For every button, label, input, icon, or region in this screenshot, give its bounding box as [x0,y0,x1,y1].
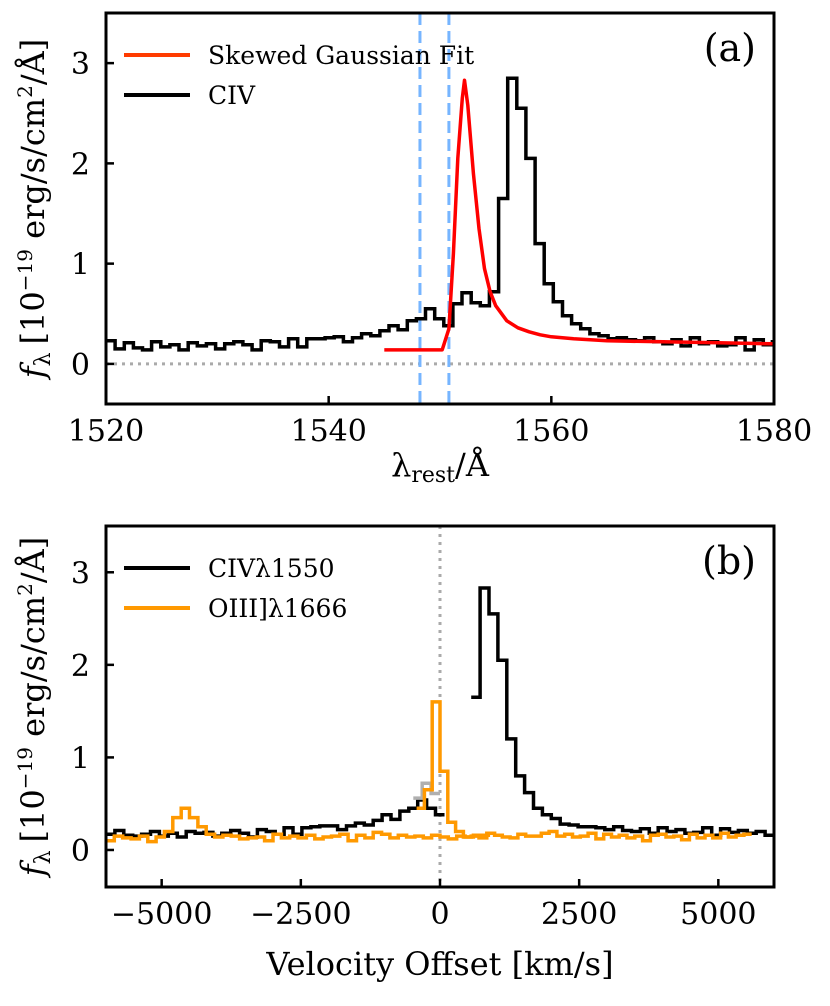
panel-b: −5000 −2500 0 2500 5000 0 1 2 3 Velocity Offset [… [13,524,776,983]
x-tick-label: 1520 [68,414,144,449]
panel-label: (b) [702,539,756,583]
x-tick-label: 5000 [680,897,756,932]
x-tick-label: 2500 [541,897,617,932]
x-tick-label: 0 [430,897,449,932]
legend-label-0: Skewed Gaussian Fit [208,41,474,70]
plot-area [106,526,774,887]
panel-a: 1520 1540 1560 1580 0 1 2 3 λrest/Å fλ[10−19 erg/… [13,11,812,488]
y-tick-label: 3 [71,47,90,82]
y-tick-label: 0 [71,834,90,869]
legend-label-0: CIVλ1550 [208,554,335,583]
series-oiii-1666-step-0 [106,806,491,844]
plot-area [106,13,774,404]
y-tick-label: 2 [71,649,90,684]
axes-frame [104,11,776,406]
y-tick-label: 3 [71,556,90,591]
series-civ-gap--step-0 [413,781,440,800]
y-tick-label: 1 [71,741,90,776]
series-civ-1550-step-0 [106,798,445,839]
series-oiii-1666-core--step-0 [416,700,752,843]
x-axis-label: Velocity Offset [km/s] [265,945,613,983]
y-tick-label: 0 [71,348,90,383]
series-civ-step-0 [106,76,774,352]
y-tick-label: 2 [71,147,90,182]
x-axis-label: λrest/Å [391,446,490,488]
series-skewed-gaussian-fit-line [384,78,774,352]
x-tick-label: 1540 [290,414,366,449]
y-axis-label: fλ[10−19 erg/s/cm2/Å] [13,39,56,380]
series-civ-1550-step-1 [471,586,774,837]
y-tick-label: 1 [71,248,90,283]
x-tick-label: 1580 [736,414,812,449]
x-tick-label: 1560 [513,414,589,449]
x-tick-label: −2500 [250,897,351,932]
legend-label-1: OIII]λ1666 [208,594,347,623]
panel-label: (a) [704,26,756,70]
legend-label-1: CIV [208,81,256,110]
x-tick-label: −5000 [111,897,212,932]
y-axis-label: fλ[10−19 erg/s/cm2/Å] [13,537,56,878]
